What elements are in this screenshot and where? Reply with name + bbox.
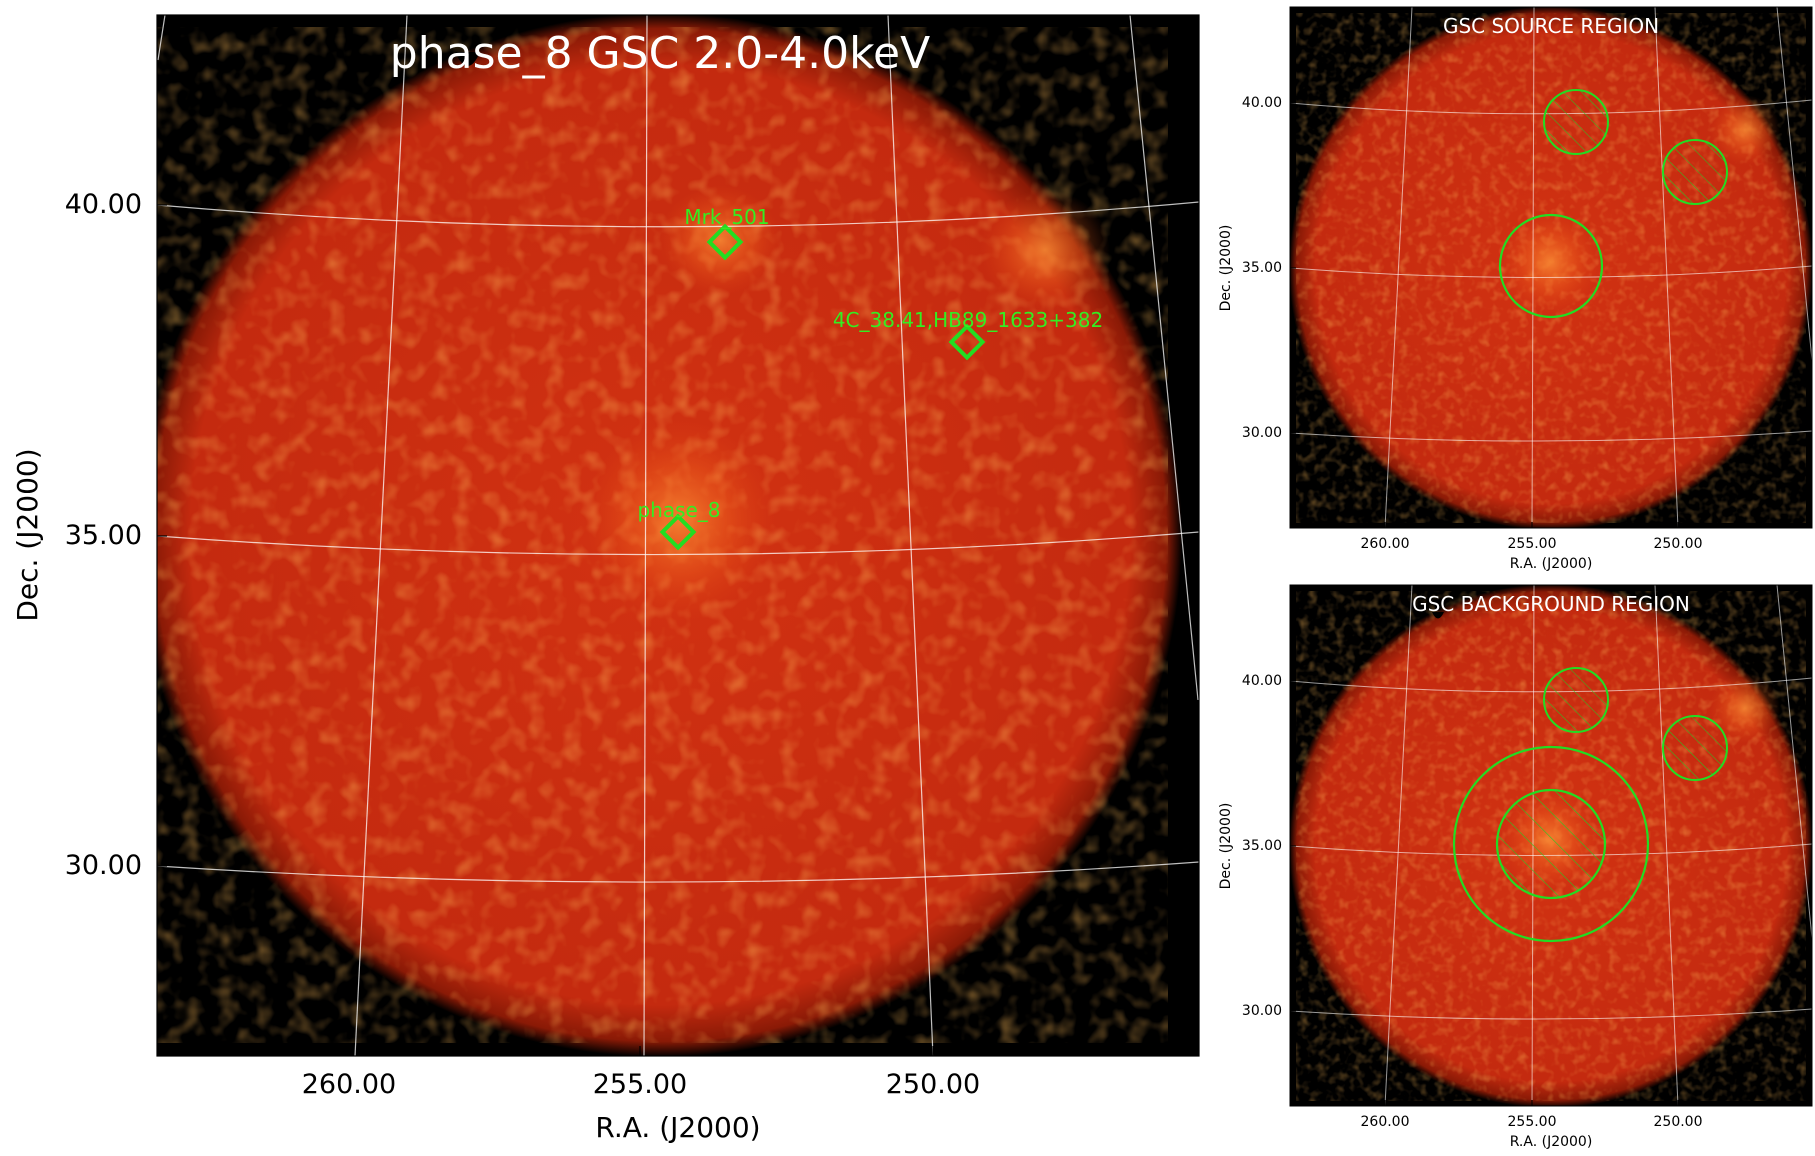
main-grid-ra-250 [887, 15, 934, 1056]
src-ytick-label-30: 30.00 [1242, 425, 1282, 441]
src-regions [1498, 89, 1728, 319]
main-source-markers [659, 223, 986, 551]
src-blob-center [1502, 212, 1598, 312]
bkg-ytick-label-35: 35.00 [1242, 838, 1282, 854]
bkg-excluded-region-mrk501 [1543, 667, 1609, 733]
src-ylabel: Dec. (J2000) [1218, 225, 1234, 312]
src-ticks [1290, 102, 1679, 528]
main-grid-dec-40 [157, 201, 1199, 228]
src-ytick-label-40: 40.00 [1242, 95, 1282, 111]
src-excluded-region-mrk501 [1543, 89, 1609, 155]
main-ytick-label-40: 40.00 [65, 189, 142, 220]
bkg-edge-notch [1432, 612, 1444, 619]
src-source-region-circle [1498, 213, 1604, 319]
main-xtick-label-260: 260.00 [302, 1069, 396, 1100]
src-grid-dec-30 [1290, 430, 1812, 442]
src-ytick-label-35: 35.00 [1242, 260, 1282, 276]
bkg-xtick-label-255: 255.00 [1508, 1114, 1557, 1130]
src-excluded-region-4c3841 [1662, 139, 1728, 205]
src-xtick-label-260: 260.00 [1361, 536, 1410, 552]
bkg-title: GSC BACKGROUND REGION [1412, 592, 1690, 616]
source-label-phase8: phase_8 [637, 498, 720, 522]
bkg-grid-ra-250 [1654, 585, 1679, 1106]
background-panel: GSC BACKGROUND REGION 260.00 255.00 250.… [1218, 584, 1813, 1150]
source-label-4c3841: 4C_38.41,HB89_1633+382 [833, 308, 1103, 332]
main-blob-edge [980, 190, 1110, 310]
source-panel: GSC SOURCE REGION 260.00 255.00 250.00 4… [1218, 6, 1813, 572]
bkg-xtick-label-250: 250.00 [1654, 1114, 1703, 1130]
src-xtick-label-255: 255.00 [1508, 536, 1557, 552]
main-grid-dec-30 [157, 861, 1199, 883]
main-xlabel: R.A. (J2000) [595, 1111, 760, 1144]
bkg-ytick-label-30: 30.00 [1242, 1003, 1282, 1019]
main-ylabel: Dec. (J2000) [11, 448, 44, 621]
bkg-xlabel: R.A. (J2000) [1510, 1134, 1593, 1150]
src-xtick-label-250: 250.00 [1654, 536, 1703, 552]
bkg-ylabel: Dec. (J2000) [1218, 803, 1234, 890]
main-grid-ra-260 [354, 15, 408, 1056]
bkg-grid-ra-260 [1384, 585, 1413, 1106]
source-marker-mrk501 [706, 223, 744, 261]
source-label-mrk501: Mrk_501 [684, 205, 769, 229]
main-grid-ra-245 [1129, 15, 1199, 701]
source-marker-phase8 [659, 513, 697, 551]
bkg-annulus-outer [1452, 745, 1650, 943]
bkg-ticks [1290, 680, 1679, 1106]
bkg-grid-ra-245 [1776, 585, 1812, 939]
src-blob-edge [1710, 95, 1780, 165]
bkg-blob-edge [1710, 673, 1780, 743]
main-blob-mrk501 [660, 185, 780, 295]
bkg-grid [1290, 585, 1812, 1106]
main-xtick-label-250: 250.00 [886, 1069, 980, 1100]
main-panel: Mrk_501 4C_38.41,HB89_1633+382 phase_8 p… [11, 14, 1200, 1144]
src-grid-ra-255 [1531, 7, 1535, 528]
bkg-excluded-region-4c3841 [1662, 715, 1728, 781]
src-grid-ra-260 [1384, 7, 1413, 528]
main-ytick-label-35: 35.00 [65, 520, 142, 551]
bkg-regions [1452, 667, 1728, 943]
src-grid-ra-250 [1654, 7, 1679, 528]
main-edge-notch [455, 52, 480, 66]
main-xtick-label-255: 255.00 [593, 1069, 687, 1100]
main-ticks [157, 204, 934, 1056]
bkg-ytick-label-40: 40.00 [1242, 673, 1282, 689]
src-grid-dec-35 [1290, 265, 1812, 279]
src-grid-ra-245 [1776, 7, 1812, 361]
main-grid-ra-265 [157, 15, 166, 61]
source-marker-4c3841 [948, 323, 986, 361]
main-grid [157, 15, 1199, 1056]
bkg-grid-dec-30 [1290, 1008, 1812, 1020]
main-ytick-label-30: 30.00 [65, 850, 142, 881]
bkg-xtick-label-260: 260.00 [1361, 1114, 1410, 1130]
src-xlabel: R.A. (J2000) [1510, 556, 1593, 572]
bkg-annulus-inner-excluded [1495, 788, 1607, 900]
main-grid-dec-35 [157, 531, 1199, 556]
src-title: GSC SOURCE REGION [1443, 14, 1659, 38]
main-grid-ra-255 [643, 15, 648, 1056]
main-title: phase_8 GSC 2.0-4.0keV [390, 28, 930, 79]
